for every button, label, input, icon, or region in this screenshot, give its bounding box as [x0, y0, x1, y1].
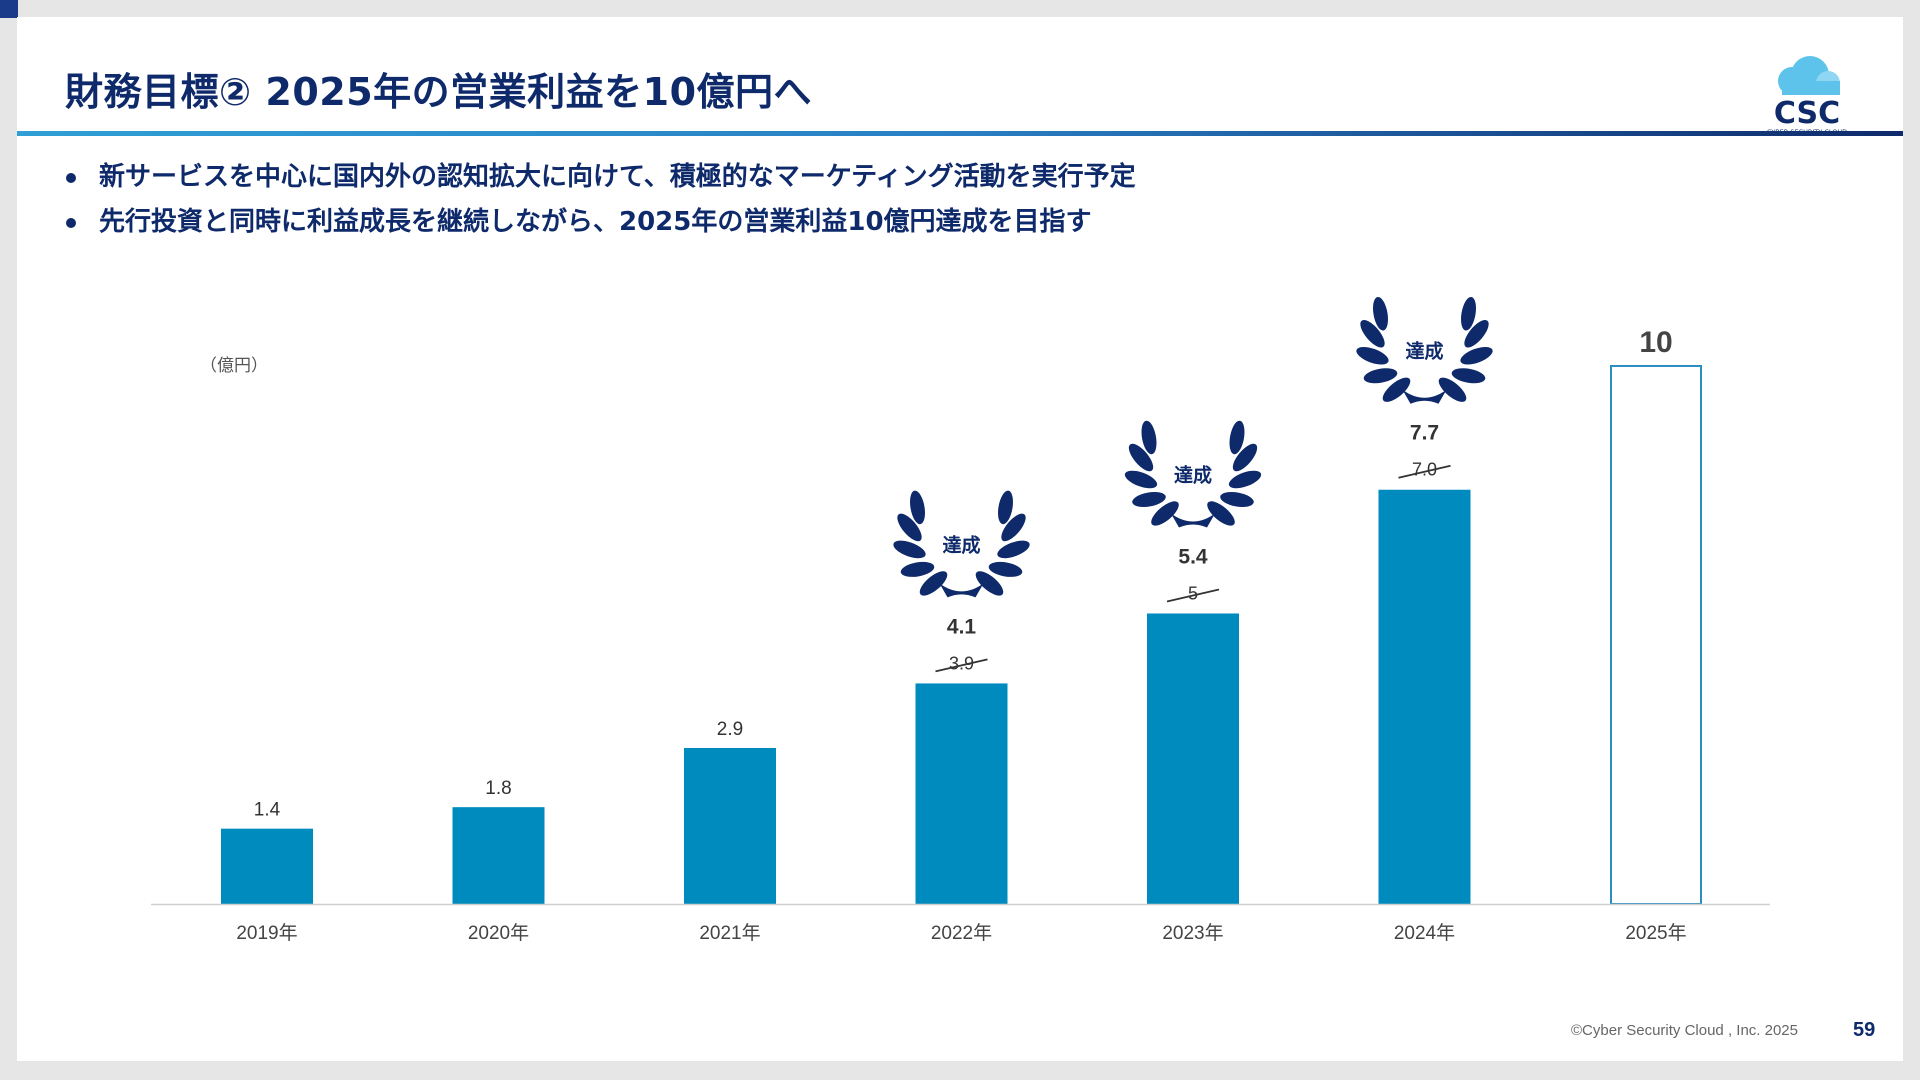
x-tick-label: 2025年 [1625, 922, 1686, 944]
data-label: 1.4 [254, 800, 281, 821]
bullet-text: 先行投資と同時に利益成長を継続しながら、2025年の営業利益10億円達成を目指す [99, 207, 1092, 237]
bullet-icon [66, 218, 76, 228]
data-label: 1.8 [485, 778, 511, 799]
laurel-icon: 達成 [893, 490, 1030, 598]
bullet-item: 先行投資と同時に利益成長を継続しながら、2025年の営業利益10億円達成を目指す [63, 200, 1136, 245]
bar-chart: 2019年 1.4 2020年 1.8 2021年 2.9 2022年 3.9 4.1 達成 202… [151, 296, 1770, 944]
data-label: 10 [1639, 326, 1672, 359]
achieved-label: 達成 [1405, 340, 1443, 363]
bar [915, 683, 1008, 904]
x-tick-label: 2023年 [1162, 922, 1223, 944]
bullet-text: 新サービスを中心に国内外の認知拡大に向けて、積極的なマーケティング活動を実行予定 [99, 162, 1136, 192]
bar-forecast [1610, 365, 1702, 905]
data-label: 5.4 [1178, 545, 1208, 568]
cloud-icon [1778, 56, 1840, 95]
x-tick-label: 2022年 [931, 922, 992, 944]
laurel-icon: 達成 [1356, 296, 1493, 404]
data-label: 2.9 [717, 719, 743, 740]
bar [1147, 613, 1239, 904]
target-label: 7.0 [1412, 460, 1437, 480]
bar [452, 807, 545, 904]
bar [684, 747, 776, 904]
data-label: 7.7 [1410, 422, 1439, 445]
bar [221, 828, 313, 904]
logo-text: CSC [1774, 96, 1840, 131]
target-strike [935, 658, 988, 673]
slide: 財務目標② 2025年の営業利益を10億円へ CSC CYBER SECURIT… [17, 17, 1903, 1061]
copyright: ©Cyber Security Cloud , Inc. 2025 [1571, 1022, 1798, 1039]
bullet-list: 新サービスを中心に国内外の認知拡大に向けて、積極的なマーケティング活動を実行予定… [63, 155, 1136, 245]
target-label: 3.9 [949, 653, 974, 673]
chart-unit-label: （億円） [200, 356, 268, 376]
data-label: 4.1 [947, 615, 977, 638]
x-tick-label: 2020年 [468, 922, 529, 944]
target-label: 5 [1188, 583, 1198, 603]
target-strike [1166, 588, 1220, 603]
x-tick-label: 2021年 [699, 922, 760, 944]
page-number: 59 [1853, 1019, 1876, 1041]
achieved-label: 達成 [1174, 463, 1212, 486]
target-strike [1398, 464, 1451, 479]
corner-accent [0, 0, 18, 18]
x-tick-label: 2019年 [236, 922, 297, 944]
achieved-label: 達成 [942, 533, 980, 556]
header-rule [17, 131, 1903, 136]
x-tick-label: 2024年 [1394, 922, 1455, 944]
bar [1378, 489, 1471, 904]
bullet-item: 新サービスを中心に国内外の認知拡大に向けて、積極的なマーケティング活動を実行予定 [63, 155, 1136, 200]
laurel-icon: 達成 [1124, 420, 1262, 528]
bullet-icon [66, 173, 76, 183]
page-title: 財務目標② 2025年の営業利益を10億円へ [65, 70, 813, 114]
